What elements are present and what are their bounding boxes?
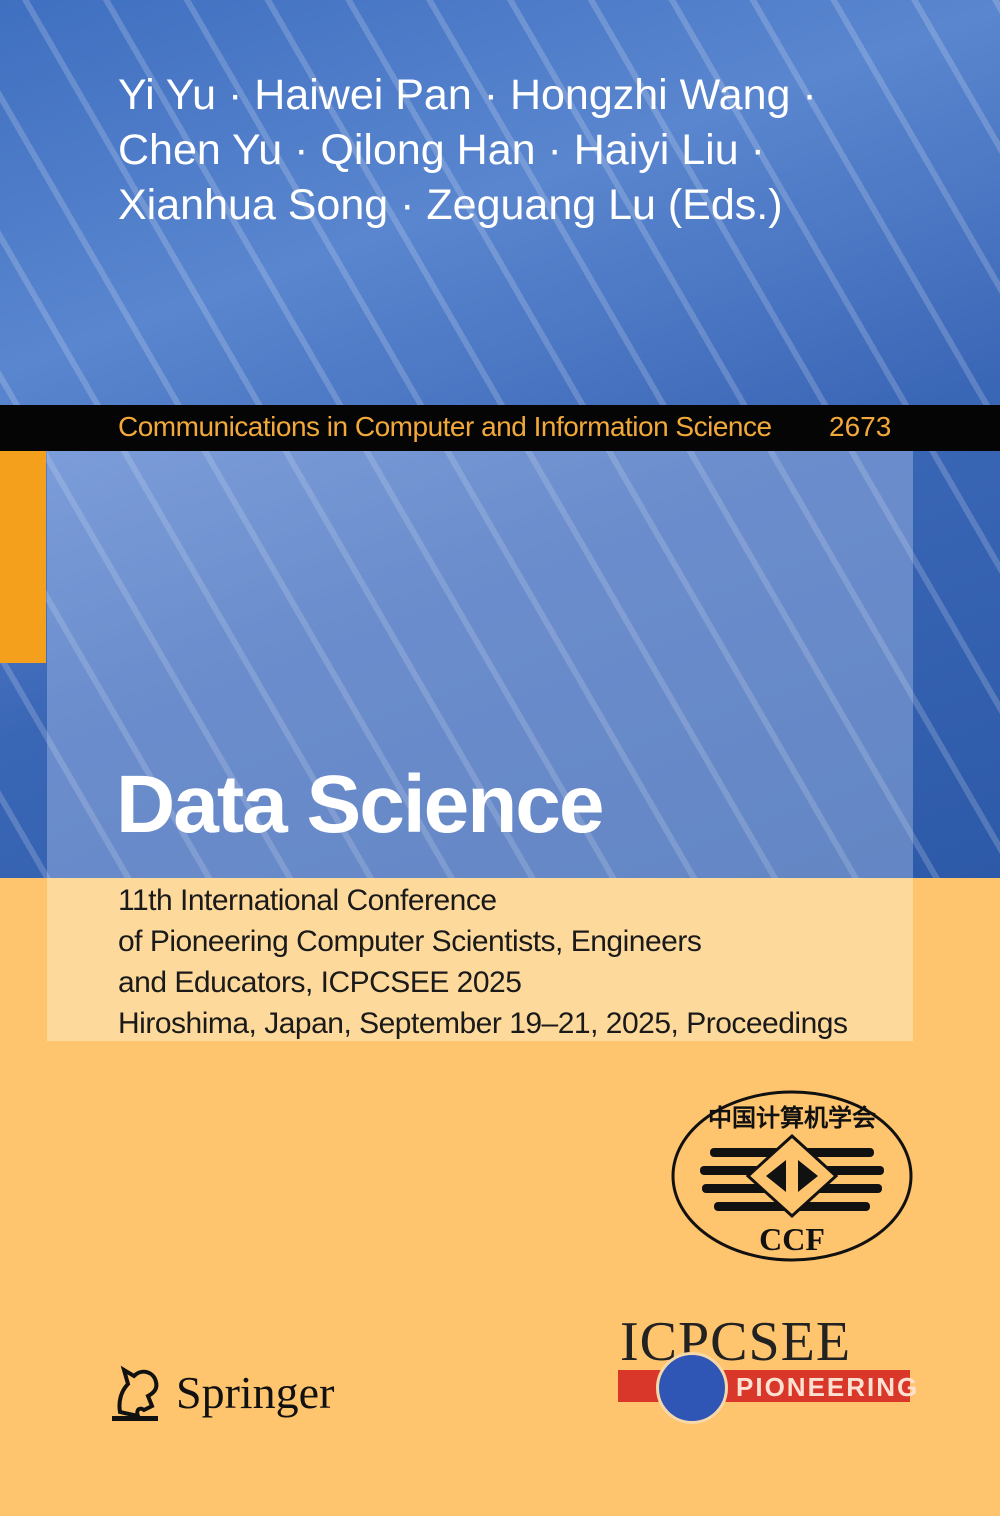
accent-tab [0,451,46,663]
series-name: Communications in Computer and Informati… [118,411,772,442]
editors-line: Xianhua Song · Zeguang Lu (Eds.) [118,181,783,229]
publisher-name: Springer [176,1366,335,1418]
subtitle-line: of Pioneering Computer Scientists, Engin… [118,925,702,958]
icpcsee-logo: ICPCSEE PIONEERING [618,1310,917,1424]
pioneering-text: PIONEERING [736,1372,920,1402]
series-bar [0,405,1000,451]
springer-logo: Springer [108,1360,334,1424]
book-title: Data Science [116,759,604,850]
globe-icon [656,1352,728,1424]
ccf-chinese-text: 中国计算机学会 [708,1104,876,1132]
subtitle-line: and Educators, ICPCSEE 2025 [118,966,522,999]
subtitle-line: 11th International Conference [118,884,497,917]
series-volume: 2673 [829,411,892,442]
title-panel [47,451,913,878]
svg-text:CCF: CCF [759,1221,825,1257]
subtitle-line: Hiroshima, Japan, September 19–21, 2025,… [118,1007,848,1040]
editors-line: Yi Yu · Haiwei Pan · Hongzhi Wang · [118,71,817,119]
editors-line: Chen Yu · Qilong Han · Haiyi Liu · [118,126,765,174]
editors: Yi Yu · Haiwei Pan · Hongzhi Wang · Chen… [118,68,918,233]
book-subtitle: 11th International Conference of Pioneer… [118,880,848,1044]
springer-horse-icon [112,1365,159,1421]
subtitle-panel [47,878,913,1041]
icpcsee-text: ICPCSEE [620,1311,852,1373]
ccf-logo: 中国计算机学会 CCF [671,1090,913,1262]
